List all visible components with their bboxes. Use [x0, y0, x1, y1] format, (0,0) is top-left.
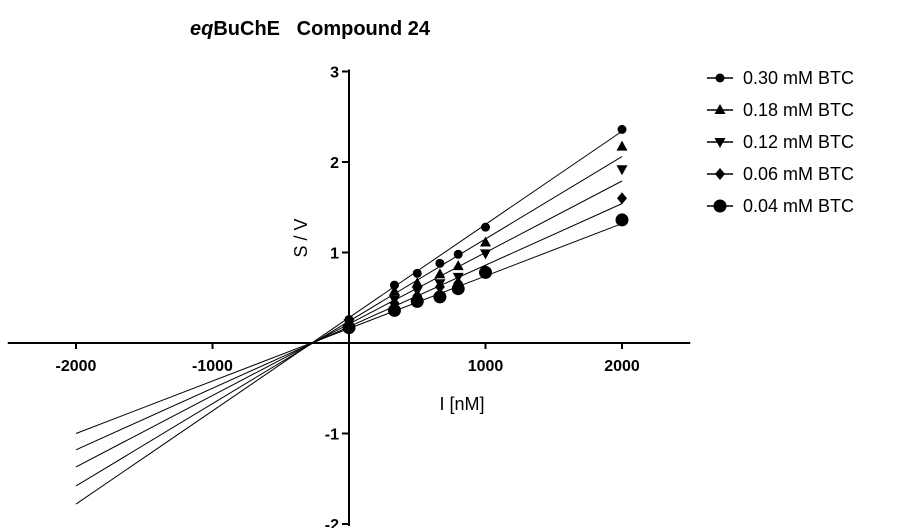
legend-item: 0.06 mM BTC [705, 158, 854, 190]
legend-item: 0.18 mM BTC [705, 94, 854, 126]
y-tick-label: 2 [330, 155, 339, 172]
data-point [617, 124, 627, 134]
data-point [434, 268, 446, 279]
y-tick-label: -1 [325, 427, 339, 444]
y-tick-label: -2 [325, 517, 339, 528]
legend-marker [715, 73, 725, 83]
data-point [480, 236, 491, 247]
data-point [411, 277, 423, 288]
legend-marker-icon [707, 168, 733, 180]
legend-marker [714, 104, 726, 114]
y-tick-label: 1 [330, 246, 339, 263]
legend-label: 0.18 mM BTC [743, 99, 855, 120]
x-tick-label: -2000 [56, 358, 97, 375]
series-5 [75, 213, 629, 434]
data-point [389, 280, 399, 290]
y-axis-label: S / V [291, 218, 311, 257]
chart-title: eqBuChE Compound 24 [190, 18, 430, 41]
data-point [342, 321, 356, 335]
chart-legend: 0.30 mM BTC 0.18 mM BTC 0.12 mM BTC 0.06 mM… [705, 62, 854, 222]
data-point [616, 140, 628, 151]
legend-label: 0.12 mM BTC [743, 131, 855, 152]
legend-marker [713, 199, 727, 213]
data-point [479, 265, 492, 279]
series-2 [75, 140, 628, 487]
x-tick-label: 2000 [604, 358, 640, 375]
data-point [434, 280, 445, 293]
legend-marker [715, 168, 725, 180]
chart-title-italic: eq [190, 18, 214, 40]
legend-marker [714, 138, 726, 148]
data-point [412, 268, 422, 278]
chart-title-rest: BuChE Compound 24 [213, 18, 431, 40]
series-1 [75, 124, 627, 505]
data-point [615, 213, 629, 227]
legend-label: 0.30 mM BTC [743, 67, 855, 88]
data-point [481, 222, 490, 232]
data-point [452, 260, 464, 271]
data-point [451, 282, 465, 296]
data-point [387, 303, 401, 317]
data-point [480, 249, 491, 260]
legend-label: 0.06 mM BTC [743, 163, 855, 184]
legend-marker-icon [707, 104, 733, 114]
x-tick-label: 1000 [468, 358, 504, 375]
legend-marker-icon [707, 138, 733, 148]
legend-marker-icon [707, 199, 733, 213]
data-point [388, 285, 400, 296]
data-point [410, 294, 424, 308]
y-tick-label: 3 [330, 65, 339, 82]
data-point [433, 290, 447, 304]
legend-item: 0.30 mM BTC [705, 62, 854, 94]
legend-marker-icon [707, 73, 733, 83]
x-axis-label: I [nM] [439, 394, 484, 414]
legend-item: 0.04 mM BTC [705, 190, 854, 222]
data-point [617, 192, 627, 205]
x-tick-label: -1000 [192, 358, 233, 375]
data-point [616, 165, 628, 176]
legend-item: 0.12 mM BTC [705, 126, 854, 158]
legend-label: 0.04 mM BTC [743, 195, 855, 216]
